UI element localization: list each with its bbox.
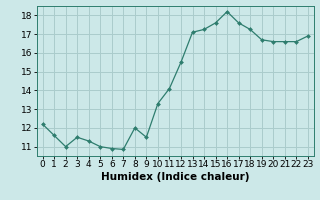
X-axis label: Humidex (Indice chaleur): Humidex (Indice chaleur) xyxy=(101,172,250,182)
